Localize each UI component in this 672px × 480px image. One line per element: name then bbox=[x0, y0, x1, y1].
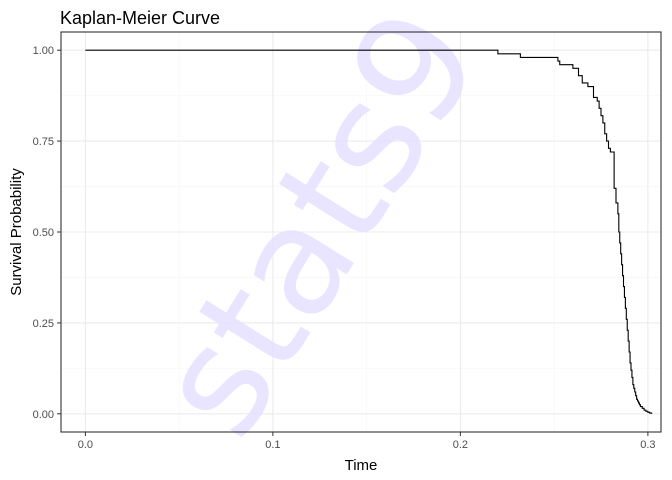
y-tick-label: 0.50 bbox=[33, 227, 54, 239]
axis-layer: 0.0 0.1 0.2 0.3 0.00 0.25 0.50 0.75 1.00 bbox=[33, 31, 662, 451]
km-step-line-0 bbox=[85, 49, 653, 414]
y-tick-label: 0.25 bbox=[33, 318, 54, 330]
x-tick-label: 0.2 bbox=[453, 439, 468, 451]
y-tick-label: 0.00 bbox=[33, 409, 54, 421]
x-tick-label: 0.3 bbox=[640, 439, 655, 451]
chart-title: Kaplan-Meier Curve bbox=[60, 8, 220, 28]
y-tick-label: 0.75 bbox=[33, 136, 54, 148]
grid-layer bbox=[61, 32, 661, 432]
x-tick-label: 0.0 bbox=[78, 439, 93, 451]
series-layer bbox=[85, 49, 653, 414]
y-axis-title: Survival Probability bbox=[8, 168, 25, 296]
y-tick-label: 1.00 bbox=[33, 45, 54, 57]
x-tick-label: 0.1 bbox=[265, 439, 280, 451]
x-axis-title: Time bbox=[345, 457, 378, 474]
